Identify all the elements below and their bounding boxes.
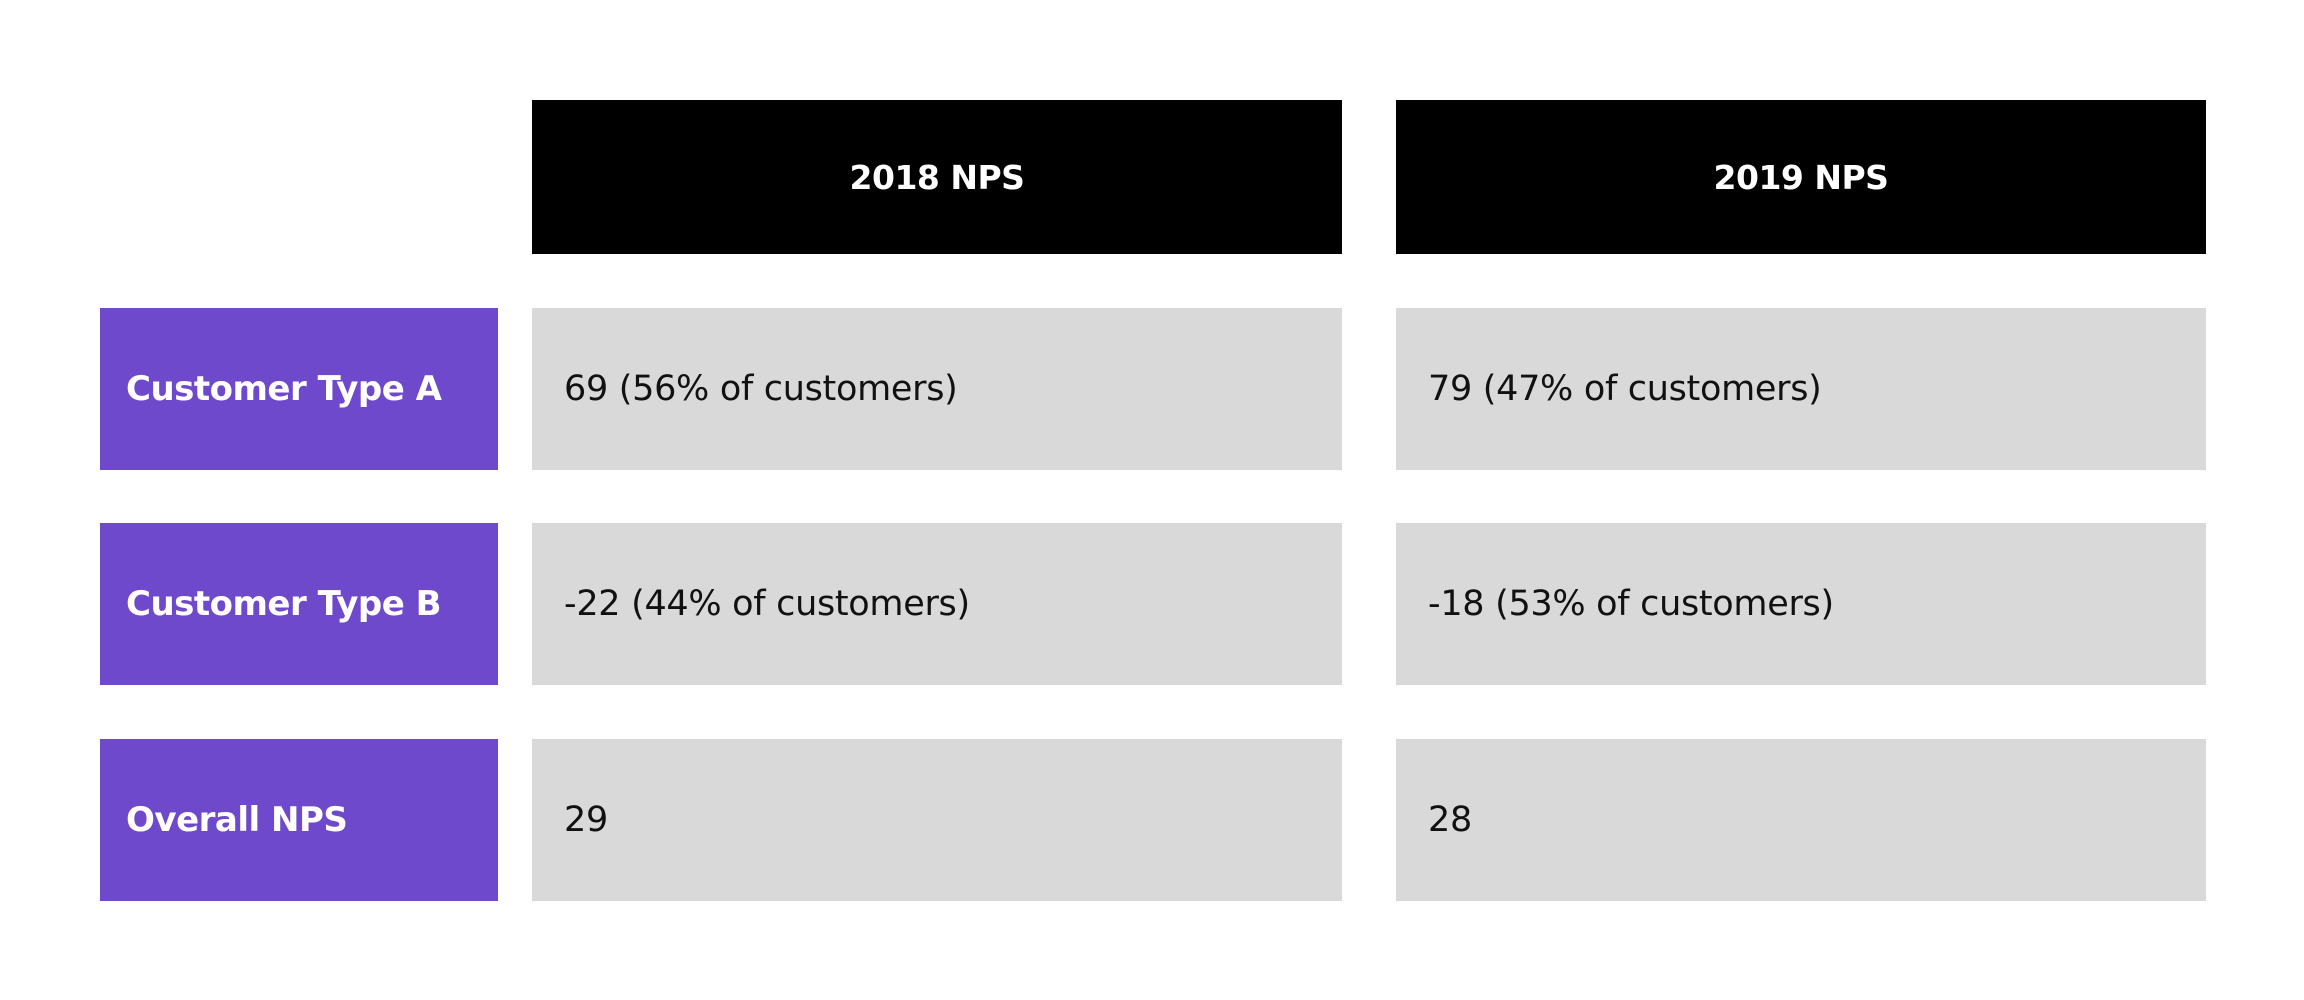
table-cell-overall-2019: 28 [1396,739,2206,901]
column-header-2018: 2018 NPS [532,100,1342,254]
table-cell-type-a-2018: 69 (56% of customers) [532,308,1342,470]
row-label-customer-type-b: Customer Type B [100,523,498,685]
column-header-2019: 2019 NPS [1396,100,2206,254]
row-label-overall-nps: Overall NPS [100,739,498,901]
row-label-customer-type-a: Customer Type A [100,308,498,470]
table-cell-overall-2018: 29 [532,739,1342,901]
table-cell-type-b-2019: -18 (53% of customers) [1396,523,2206,685]
table-cell-type-a-2019: 79 (47% of customers) [1396,308,2206,470]
table-cell-type-b-2018: -22 (44% of customers) [532,523,1342,685]
